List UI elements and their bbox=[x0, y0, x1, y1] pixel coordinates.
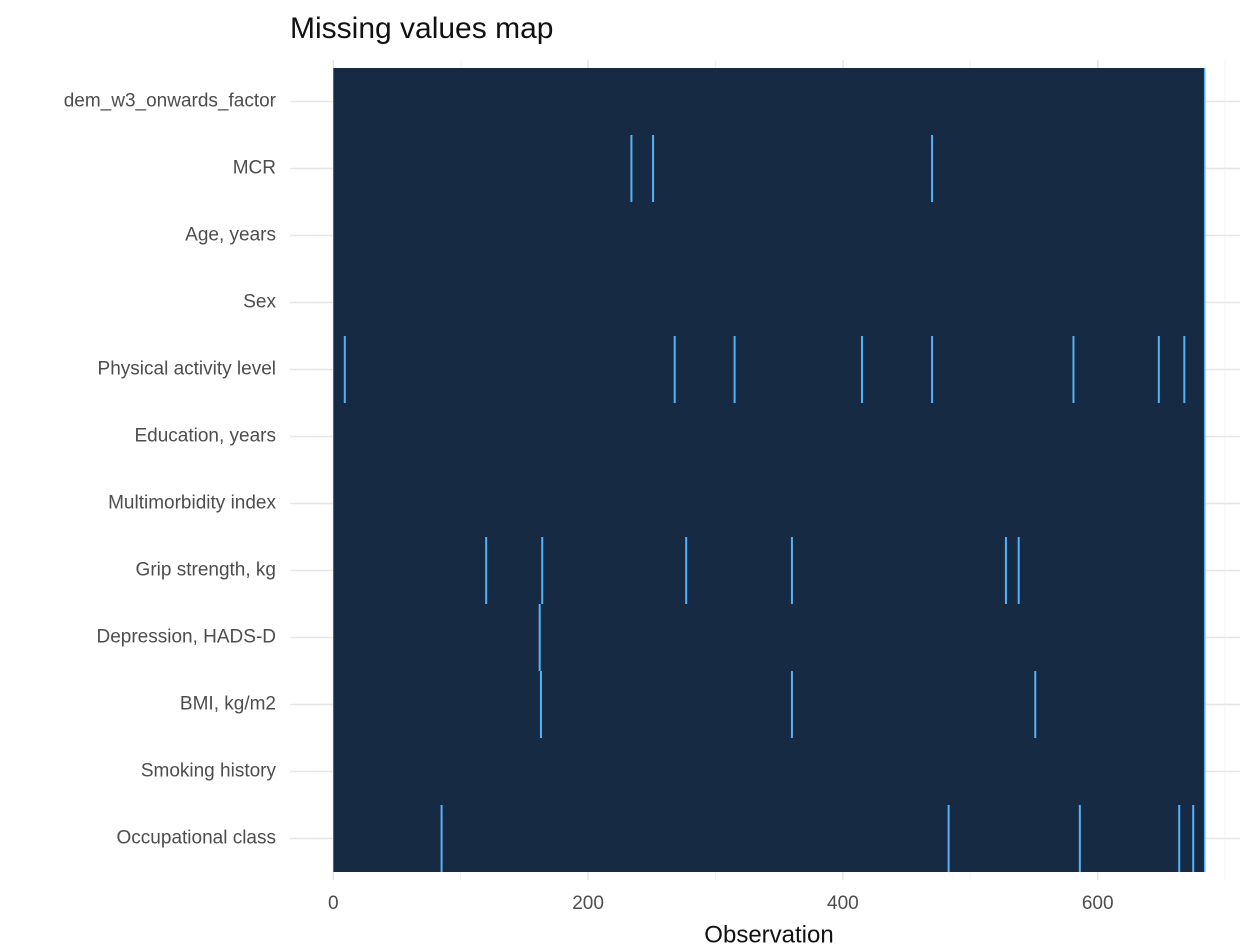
observed-area bbox=[333, 68, 1205, 872]
y-tick-label: Age, years bbox=[185, 225, 276, 246]
y-tick-label: Education, years bbox=[134, 426, 276, 447]
chart-title: Missing values map bbox=[290, 12, 553, 45]
y-tick-label: Occupational class bbox=[117, 828, 276, 849]
x-tick-label: 600 bbox=[1082, 893, 1114, 914]
y-tick-label: Multimorbidity index bbox=[108, 493, 276, 514]
y-tick-label: MCR bbox=[233, 158, 276, 179]
y-tick-label: Sex bbox=[243, 292, 276, 313]
y-tick-label: Physical activity level bbox=[98, 359, 276, 380]
y-tick-label: dem_w3_onwards_factor bbox=[64, 91, 277, 112]
y-tick-label: Grip strength, kg bbox=[136, 560, 276, 581]
y-tick-label: BMI, kg/m2 bbox=[180, 694, 276, 715]
y-tick-label: Depression, HADS-D bbox=[97, 627, 277, 648]
y-tick-label: Smoking history bbox=[141, 761, 277, 782]
x-tick-label: 0 bbox=[328, 893, 339, 914]
x-tick-label: 200 bbox=[572, 893, 604, 914]
x-axis-title: Observation bbox=[704, 921, 833, 948]
x-tick-label: 400 bbox=[827, 893, 859, 914]
